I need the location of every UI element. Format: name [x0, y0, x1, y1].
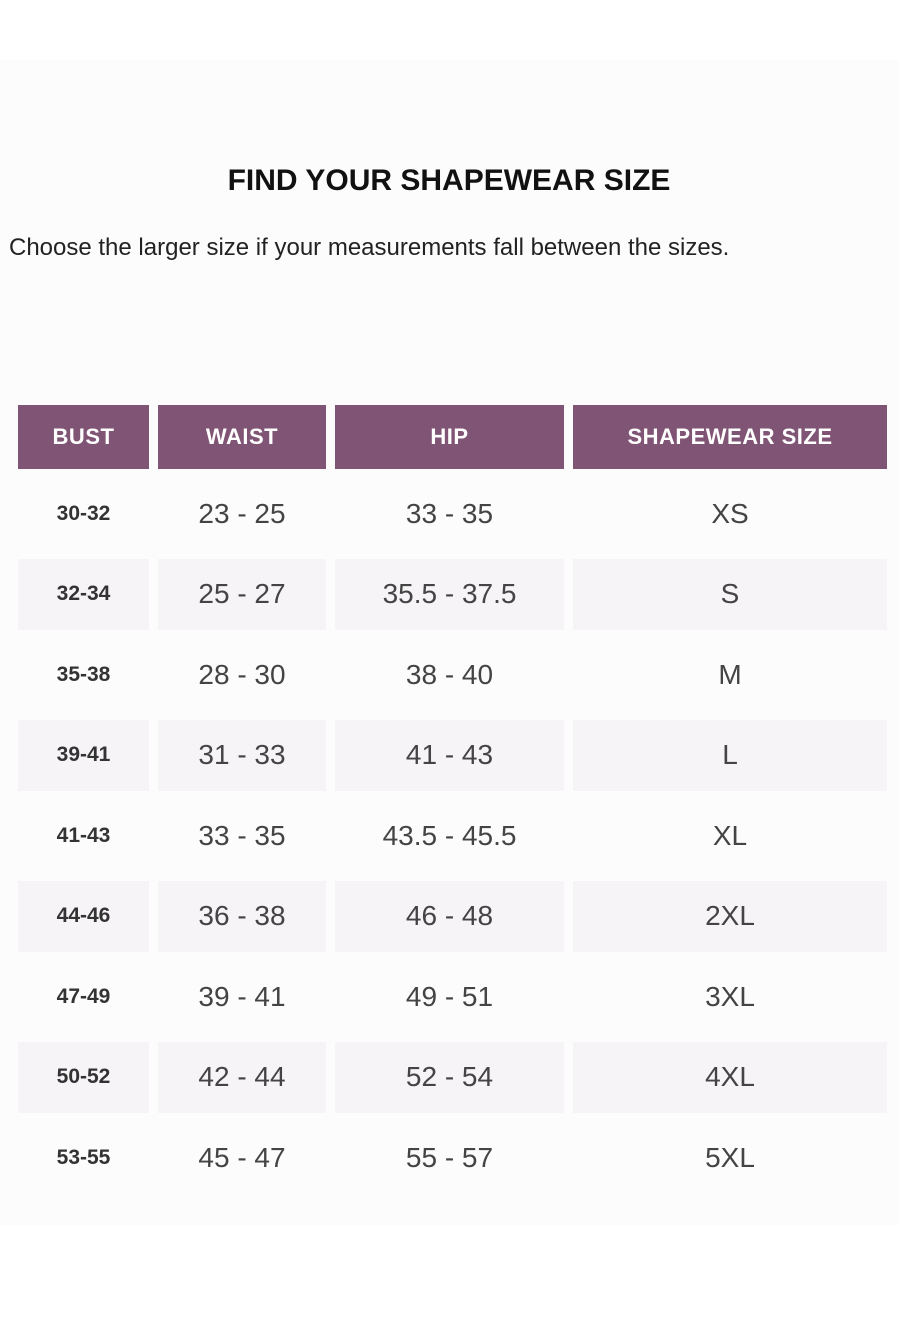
table-cell: 47-49 [56, 984, 111, 1008]
table-cell: 33 - 35 [405, 497, 494, 529]
table-cell: 36 - 38 [158, 880, 326, 952]
table-row: 44-46 36 - 38 46 - 48 2XL [18, 880, 887, 952]
table-cell: 41-43 [56, 823, 111, 847]
table-row: 53-55 45 - 47 55 - 57 5XL [18, 1122, 887, 1193]
table-cell: 53-55 [56, 1145, 111, 1169]
table-row: 30-32 23 - 25 33 - 35 XS [18, 478, 887, 549]
table-cell: 39-41 [18, 719, 149, 791]
size-table: BUST WAIST HIP SHAPEWEAR SIZE 30-32 23 - 25 33… [18, 405, 887, 1203]
table-cell: M [718, 658, 742, 690]
table-cell: 52 - 54 [335, 1041, 564, 1113]
table-cell: 38 - 40 [405, 658, 494, 690]
table-cell: 35-38 [56, 662, 111, 686]
table-cell: 55 - 57 [405, 1141, 494, 1173]
column-header: SHAPEWEAR SIZE [573, 405, 887, 469]
table-cell: 4XL [573, 1041, 887, 1113]
table-row: 32-34 25 - 27 35.5 - 37.5 S [18, 558, 887, 630]
table-cell: 23 - 25 [198, 497, 286, 529]
table-cell: XL [712, 819, 748, 851]
table-cell: 50-52 [18, 1041, 149, 1113]
table-cell: 45 - 47 [198, 1141, 286, 1173]
table-cell: 31 - 33 [158, 719, 326, 791]
column-header: BUST [18, 405, 149, 469]
column-header: HIP [335, 405, 564, 469]
table-cell: 39 - 41 [198, 980, 286, 1012]
header-row: BUST WAIST HIP SHAPEWEAR SIZE [18, 405, 887, 469]
table-cell: L [573, 719, 887, 791]
table-row: 39-41 31 - 33 41 - 43 L [18, 719, 887, 791]
table-cell: 28 - 30 [198, 658, 286, 690]
table-row: 50-52 42 - 44 52 - 54 4XL [18, 1041, 887, 1113]
table-cell: 49 - 51 [405, 980, 494, 1012]
table-row: 41-43 33 - 35 43.5 - 45.5 XL [18, 800, 887, 871]
table-cell: 46 - 48 [335, 880, 564, 952]
table-row: 47-49 39 - 41 49 - 51 3XL [18, 961, 887, 1032]
table-row: 35-38 28 - 30 38 - 40 M [18, 639, 887, 710]
title: FIND YOUR SHAPEWEAR SIZE [227, 164, 671, 197]
table-cell: 32-34 [18, 558, 149, 630]
table-cell: 30-32 [56, 501, 111, 525]
column-header: WAIST [158, 405, 326, 469]
table-cell: 3XL [705, 980, 755, 1012]
table-cell: 43.5 - 45.5 [382, 819, 517, 851]
panel [0, 60, 898, 1225]
table-cell: 2XL [573, 880, 887, 952]
table-cell: 41 - 43 [335, 719, 564, 791]
subtitle: Choose the larger size if your measureme… [9, 234, 730, 261]
table-cell: XS [711, 497, 749, 529]
table-cell: 25 - 27 [158, 558, 326, 630]
table-cell: 5XL [705, 1141, 755, 1173]
table-cell: 42 - 44 [158, 1041, 326, 1113]
table-cell: 35.5 - 37.5 [335, 558, 564, 630]
table-cell: 44-46 [18, 880, 149, 952]
table-cell: S [573, 558, 887, 630]
table-cell: 33 - 35 [198, 819, 286, 851]
